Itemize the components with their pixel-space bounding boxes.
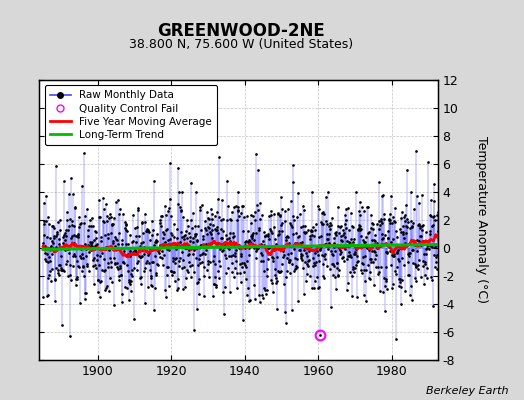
Y-axis label: Temperature Anomaly (°C): Temperature Anomaly (°C) — [475, 136, 488, 304]
Text: GREENWOOD-2NE: GREENWOOD-2NE — [157, 22, 325, 40]
Text: Berkeley Earth: Berkeley Earth — [426, 386, 508, 396]
Text: 38.800 N, 75.600 W (United States): 38.800 N, 75.600 W (United States) — [129, 38, 353, 51]
Legend: Raw Monthly Data, Quality Control Fail, Five Year Moving Average, Long-Term Tren: Raw Monthly Data, Quality Control Fail, … — [45, 85, 217, 145]
